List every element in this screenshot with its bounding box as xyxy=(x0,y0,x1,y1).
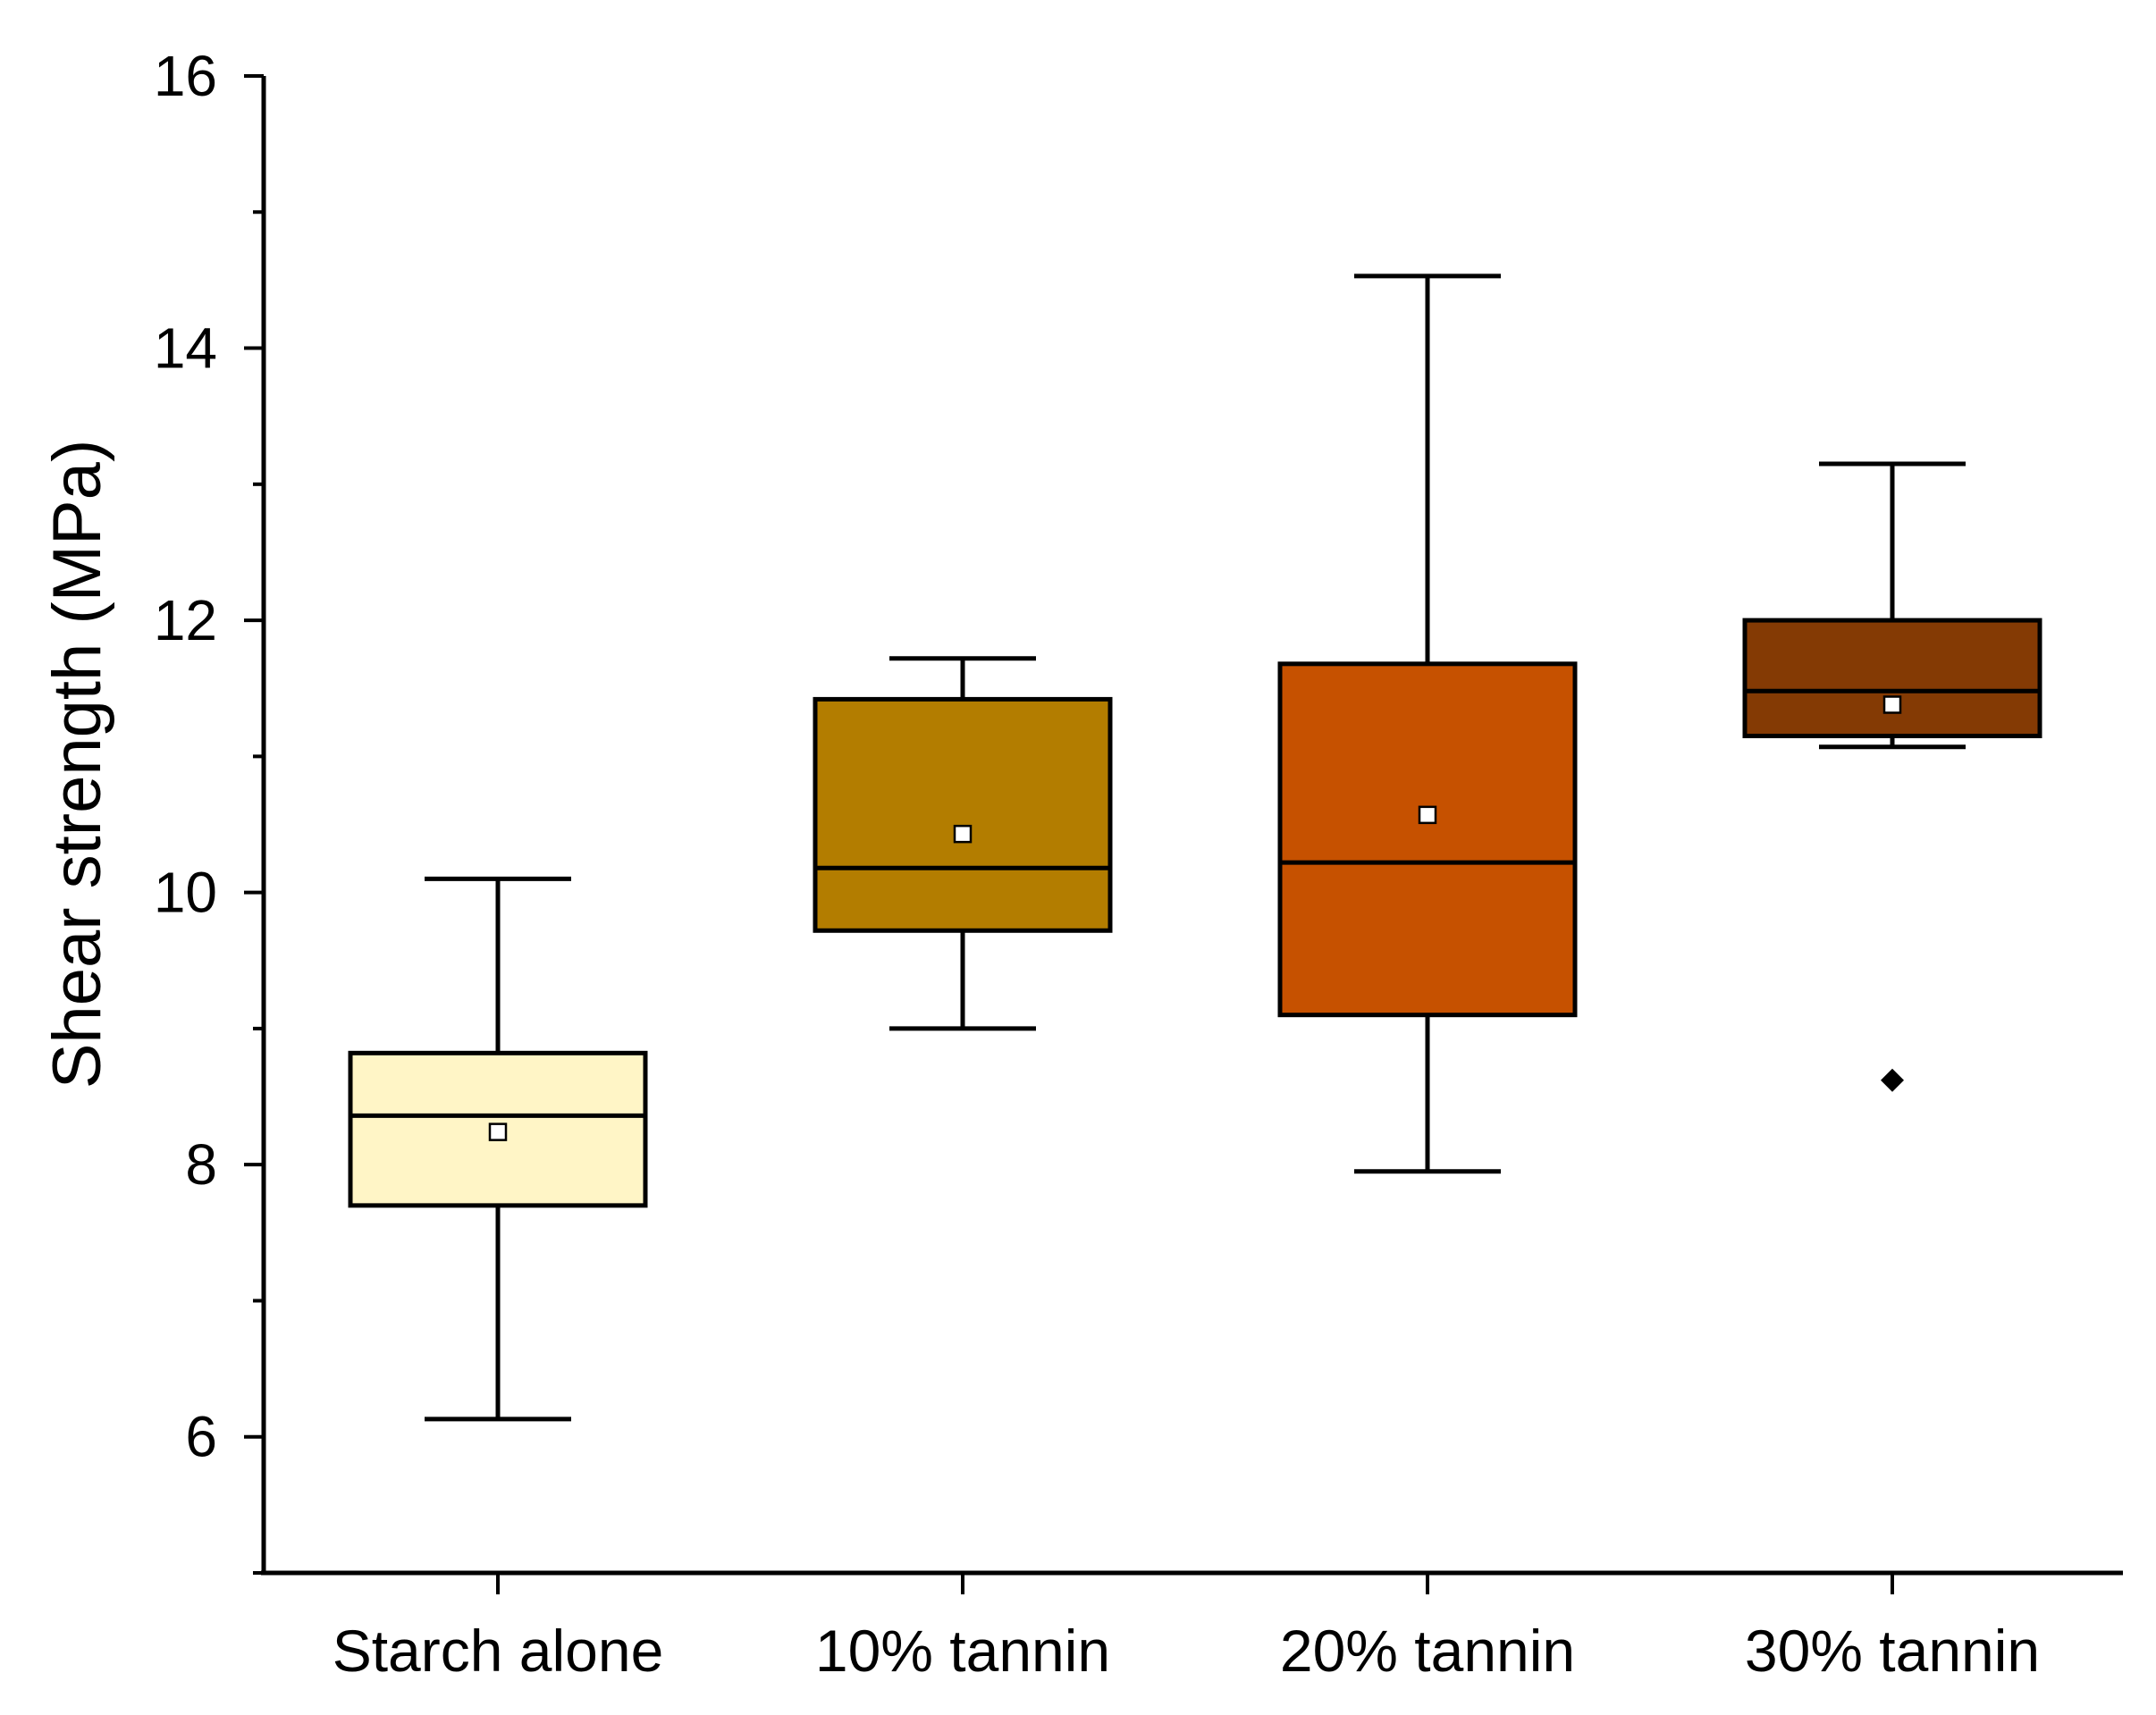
y-axis-title: Shear strength (MPa) xyxy=(39,440,115,1089)
box-iqr xyxy=(1742,618,2042,739)
y-axis-ticks: 6 8 10 12 14 16 xyxy=(154,44,264,1575)
y-tick-label: 10 xyxy=(154,861,217,925)
x-category-label: Starch alone xyxy=(333,1618,664,1684)
box-group-3 xyxy=(1277,273,1578,1174)
outlier-point xyxy=(1881,1068,1904,1092)
box-group-1 xyxy=(348,876,648,1422)
mean-marker xyxy=(953,824,973,844)
y-tick-label: 8 xyxy=(185,1132,217,1197)
box-iqr xyxy=(1277,661,1578,1018)
y-tick-label: 6 xyxy=(185,1405,217,1469)
y-tick-label: 12 xyxy=(154,588,217,652)
y-tick-label: 14 xyxy=(154,316,217,381)
axes-layer: 6 8 10 12 14 16 Starch alone 10% tannin 20% tan… xyxy=(154,44,2123,1684)
box-iqr xyxy=(813,696,1113,933)
x-category-label: 10% tannin xyxy=(815,1618,1110,1684)
y-tick-label: 16 xyxy=(154,44,217,108)
boxes-layer xyxy=(348,273,2042,1422)
x-category-label: 20% tannin xyxy=(1280,1618,1575,1684)
x-category-label: 30% tannin xyxy=(1745,1618,2040,1684)
box-group-2 xyxy=(813,656,1113,1031)
mean-marker xyxy=(1882,695,1902,714)
x-axis-ticks: Starch alone 10% tannin 20% tannin 30% tann… xyxy=(333,1573,2040,1684)
box-group-4 xyxy=(1742,461,2042,1092)
mean-marker xyxy=(488,1122,508,1141)
mean-marker xyxy=(1418,805,1437,825)
